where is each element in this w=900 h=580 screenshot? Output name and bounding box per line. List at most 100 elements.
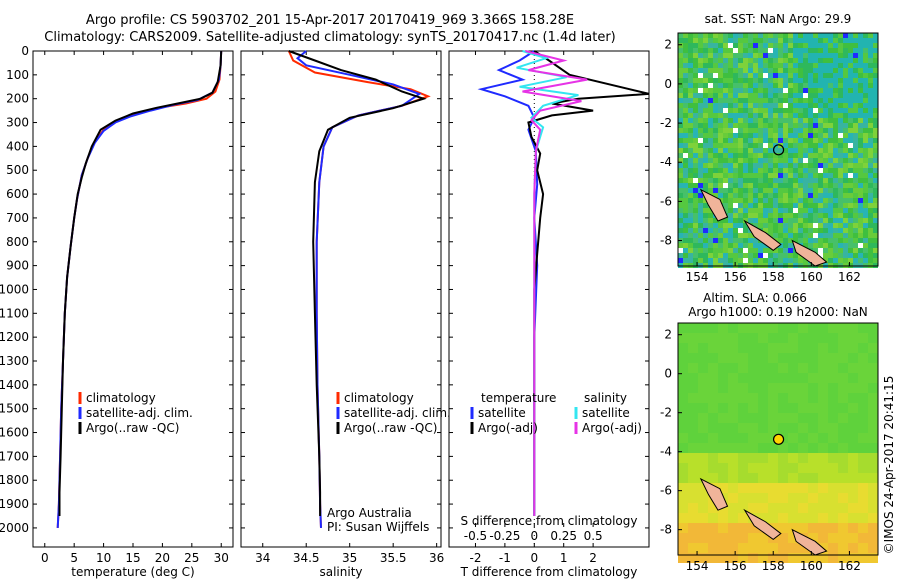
map-cell xyxy=(868,443,878,453)
map-cell xyxy=(863,33,868,38)
map-y-tick-label: -4 xyxy=(660,445,672,459)
map-cell xyxy=(788,473,798,483)
map-cell xyxy=(693,238,698,243)
map-cell xyxy=(748,463,758,473)
map-cell xyxy=(743,58,748,63)
map-cell xyxy=(823,153,828,158)
map-cell xyxy=(788,123,793,128)
map-cell xyxy=(678,503,688,513)
map-cell xyxy=(833,58,838,63)
map-cell xyxy=(758,163,763,168)
map-cell xyxy=(863,128,868,133)
map-cell xyxy=(703,83,708,88)
island xyxy=(791,528,828,556)
map-cell xyxy=(728,333,738,343)
map-cell xyxy=(848,323,858,333)
map-cell xyxy=(768,33,773,38)
map-cell xyxy=(853,73,858,78)
map-cell xyxy=(773,108,778,113)
map-cell xyxy=(683,98,688,103)
map-cell xyxy=(718,58,723,63)
map-cell xyxy=(713,243,718,248)
map-cell xyxy=(853,38,858,43)
map-cell xyxy=(818,523,828,533)
map-cell xyxy=(828,78,833,83)
map-cell xyxy=(678,73,683,78)
map-cell xyxy=(753,73,758,78)
map-cell xyxy=(718,223,723,228)
map-cell xyxy=(843,83,848,88)
map-cell xyxy=(743,193,748,198)
map-cell xyxy=(723,63,728,68)
map-cell xyxy=(713,233,718,238)
secondary-x-axis-label: S difference from climatology xyxy=(461,514,638,528)
map-cell xyxy=(763,208,768,213)
map-cell xyxy=(798,143,803,148)
map-cell xyxy=(858,33,863,38)
map-cell xyxy=(858,98,863,103)
map-cell xyxy=(723,208,728,213)
map-cell xyxy=(688,73,693,78)
map-cell xyxy=(868,103,873,108)
map-cell xyxy=(793,63,798,68)
map-cell xyxy=(833,213,838,218)
map-cell xyxy=(818,413,828,423)
map-cell xyxy=(823,48,828,53)
map-cell xyxy=(743,128,748,133)
map-cell xyxy=(698,183,703,188)
map-cell xyxy=(788,163,793,168)
map-cell xyxy=(778,463,788,473)
map-cell xyxy=(743,153,748,158)
map-cell xyxy=(768,213,773,218)
panel-frame-temperature xyxy=(32,50,234,548)
map-cell xyxy=(678,188,683,193)
map-cell xyxy=(688,143,693,148)
map-cell xyxy=(758,183,763,188)
map-cell xyxy=(698,123,703,128)
map-cell xyxy=(748,523,758,533)
map-cell xyxy=(778,68,783,73)
map-cell xyxy=(693,83,698,88)
map-cell xyxy=(858,383,868,393)
map-cell xyxy=(753,173,758,178)
map-cell xyxy=(848,108,853,113)
map-cell xyxy=(768,98,773,103)
map-cell xyxy=(693,158,698,163)
map-cell xyxy=(698,118,703,123)
map-cell xyxy=(678,513,688,523)
map-cell xyxy=(828,138,833,143)
x-tick-label: 2 xyxy=(589,551,597,565)
map-cell xyxy=(868,553,878,563)
map-cell xyxy=(683,153,688,158)
map-cell xyxy=(858,543,868,553)
map-cell xyxy=(788,68,793,73)
map-cell xyxy=(793,93,798,98)
map-cell xyxy=(778,63,783,68)
map-cell xyxy=(793,33,798,38)
map-cell xyxy=(768,513,778,523)
map-cell xyxy=(788,343,798,353)
map-cell xyxy=(763,203,768,208)
map-cell xyxy=(828,433,838,443)
map-cell xyxy=(828,213,833,218)
map-cell xyxy=(713,183,718,188)
map-cell xyxy=(718,483,728,493)
map-cell xyxy=(728,123,733,128)
map-cell xyxy=(863,53,868,58)
map-cell xyxy=(758,103,763,108)
map-cell xyxy=(728,363,738,373)
map-cell xyxy=(778,493,788,503)
map-cell xyxy=(703,33,708,38)
map-cell xyxy=(803,198,808,203)
map-cell xyxy=(778,223,783,228)
map-cell xyxy=(788,218,793,223)
map-cell xyxy=(743,183,748,188)
map-cell xyxy=(868,48,873,53)
map-cell xyxy=(758,198,763,203)
map-cell xyxy=(763,93,768,98)
map-cell xyxy=(748,58,753,63)
map-cell xyxy=(708,413,718,423)
map-cell xyxy=(858,173,863,178)
map-cell xyxy=(793,108,798,113)
map-cell xyxy=(858,63,863,68)
